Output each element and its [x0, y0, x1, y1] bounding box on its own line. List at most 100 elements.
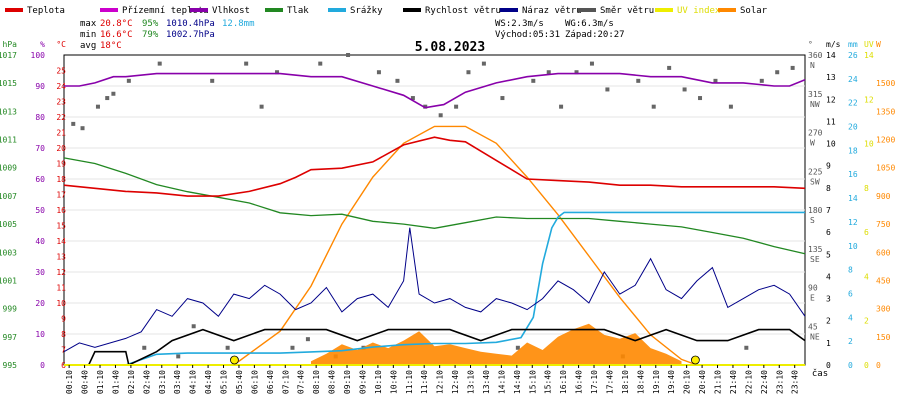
w-axis-tick-9: 150: [876, 333, 891, 342]
mm-axis-tick-0: 26: [848, 51, 858, 60]
hpa-axis-tick-2: 1013: [0, 107, 17, 116]
mm-axis-unit: mm: [848, 40, 858, 49]
wind-dir-point: [80, 126, 85, 131]
temp-axis-tick-15: 10: [56, 299, 66, 308]
x-tick-label-6: 03:10: [158, 370, 167, 394]
x-tick-label-9: 04:40: [204, 370, 213, 394]
pct-axis-tick-9: 10: [35, 330, 45, 339]
temp-axis-tick-1: 24: [56, 82, 66, 91]
temp-axis-tick-12: 13: [56, 253, 66, 262]
x-tick-label-44: 22:10: [744, 370, 753, 394]
dir-axis-tick-1: 315: [808, 90, 823, 99]
x-tick-label-35: 17:40: [605, 370, 614, 394]
legend: Teplota Přízemní teplota Vlhkost Tlak Srážky…: [5, 6, 768, 16]
wind-dir-point: [305, 337, 310, 342]
dir-axis-dir-1: NW: [810, 100, 820, 109]
stat-0-3: 1010.4hPa: [166, 19, 215, 29]
temp-axis-tick-5: 20: [56, 144, 66, 153]
uv-axis-tick-4: 6: [864, 228, 869, 237]
wind-dir-point: [259, 104, 264, 109]
hpa-axis-tick-6: 1005: [0, 220, 17, 229]
wind-dir-point: [157, 61, 162, 66]
wind-dir-point: [515, 345, 520, 350]
hpa-axis-tick-11: 995: [3, 361, 18, 370]
mm-axis-tick-7: 12: [848, 218, 858, 227]
x-tick-label-18: 09:10: [343, 370, 352, 394]
wind-dir-point: [376, 70, 381, 75]
legend-swatch-1: [100, 8, 118, 12]
x-tick-label-40: 20:10: [683, 370, 692, 394]
uv-axis-tick-2: 10: [864, 140, 874, 149]
wind-dir-point: [225, 345, 230, 350]
legend-label-5: Rychlost větru: [425, 6, 501, 16]
dir-axis-dir-5: SE: [810, 255, 820, 264]
pct-axis-tick-10: 0: [40, 361, 45, 370]
legend-label-0: Teplota: [27, 6, 65, 16]
wind-dir-point: [318, 61, 323, 66]
w-axis-tick-4: 900: [876, 192, 891, 201]
x-tick-label-12: 06:10: [250, 370, 259, 394]
ms-axis-tick-1: 13: [826, 73, 836, 82]
x-axis-label: čas: [812, 368, 828, 379]
x-tick-label-45: 22:40: [760, 370, 769, 394]
x-tick-label-16: 08:10: [312, 370, 321, 394]
wind-dir-point: [176, 354, 181, 359]
wind-dir-point: [410, 96, 415, 101]
ms-axis-tick-2: 12: [826, 95, 836, 104]
wind-dir-point: [210, 78, 215, 83]
legend-swatch-5: [403, 8, 421, 12]
x-tick-label-39: 19:40: [667, 370, 676, 394]
ms-axis-tick-4: 10: [826, 140, 836, 149]
temp-axis-tick-19: 6: [61, 361, 66, 370]
mm-axis-tick-12: 2: [848, 337, 853, 346]
wind-dir-point: [559, 104, 564, 109]
wind-dir-point: [481, 61, 486, 66]
stat-2-0: avg: [80, 41, 96, 51]
legend-swatch-2: [190, 8, 208, 12]
x-tick-label-25: 12:40: [451, 370, 460, 394]
temp-axis-tick-4: 21: [56, 129, 66, 138]
wind-dir-point: [651, 104, 656, 109]
dir-axis-tick-2: 270: [808, 129, 823, 138]
hpa-axis-tick-10: 997: [3, 333, 18, 342]
legend-label-7: Směr větru: [600, 6, 654, 16]
hpa-axis-tick-1: 1015: [0, 79, 17, 88]
w-axis-tick-2: 1200: [876, 136, 895, 145]
temp-axis-tick-14: 11: [56, 284, 66, 293]
stat-0-0: max: [80, 19, 97, 29]
wind-dir-point: [244, 61, 249, 66]
x-tick-label-29: 14:40: [513, 370, 522, 394]
wind-dir-point: [95, 104, 100, 109]
wind-dir-point: [775, 70, 780, 75]
x-tick-label-28: 14:10: [497, 370, 506, 394]
w-axis-tick-10: 0: [876, 361, 881, 370]
w-axis-tick-5: 750: [876, 220, 891, 229]
x-tick-label-46: 23:10: [775, 370, 784, 394]
x-tick-label-2: 01:10: [96, 370, 105, 394]
wind-dir-point: [636, 78, 641, 83]
rain-line: [64, 211, 805, 366]
hpa-axis-tick-5: 1007: [0, 192, 17, 201]
stat-wg: WG:6.3m/s: [565, 19, 614, 29]
stat-ws: WS:2.3m/s: [495, 19, 544, 29]
wind-dir-point: [728, 104, 733, 109]
wind-dir-point: [346, 53, 351, 57]
dir-axis-dir-0: N: [810, 61, 815, 70]
w-axis-tick-7: 450: [876, 276, 891, 285]
stat-0-2: 95%: [142, 19, 159, 29]
legend-swatch-8: [655, 8, 673, 12]
wind-dir-point: [744, 345, 749, 350]
wind-dir-point: [142, 345, 147, 350]
uv-axis-tick-0: 14: [864, 51, 874, 60]
stat-1-1: 16.6°C: [100, 30, 133, 40]
uv-axis-tick-3: 8: [864, 184, 869, 193]
wind-dir-point: [667, 65, 672, 70]
mm-axis-tick-10: 6: [848, 289, 853, 298]
wind-dir-point: [605, 87, 610, 92]
uv-axis-tick-6: 2: [864, 317, 869, 326]
x-tick-label-23: 11:40: [420, 370, 429, 394]
x-tick-label-22: 11:10: [405, 370, 414, 394]
w-axis-tick-3: 1050: [876, 164, 895, 173]
x-tick-label-32: 16:10: [559, 370, 568, 394]
